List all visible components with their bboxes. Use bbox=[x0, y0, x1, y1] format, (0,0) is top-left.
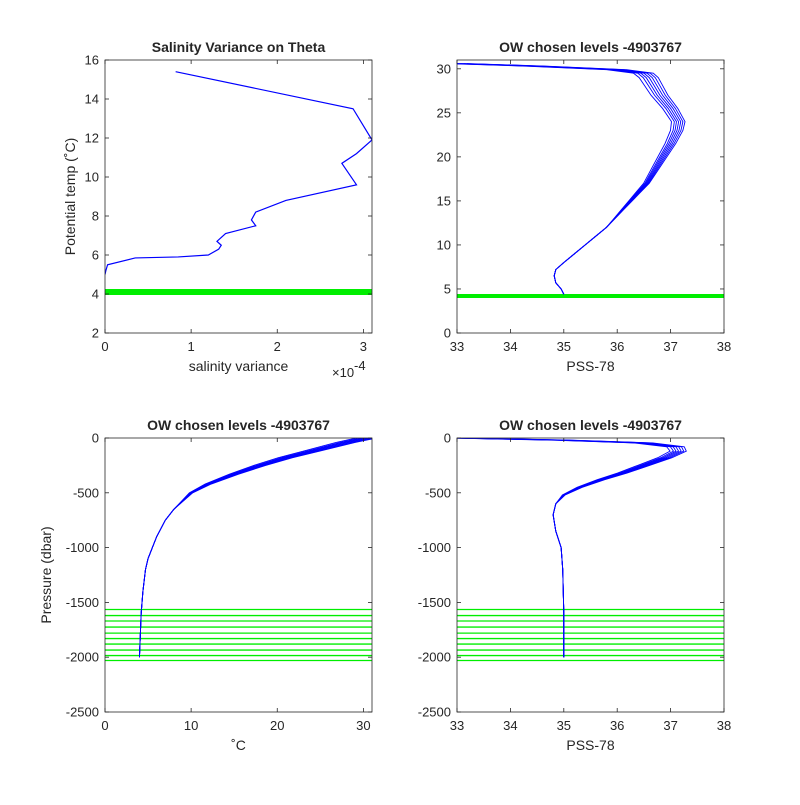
x-tick-label: 0 bbox=[101, 339, 108, 354]
y-tick-label: -2500 bbox=[418, 705, 451, 720]
x-tick-label: 10 bbox=[184, 718, 198, 733]
chart-panel-3: 0 10 20 30 0 -500 -1000 -1500 -2000 -2500 OW chose… bbox=[38, 417, 373, 753]
y-tick-label: 12 bbox=[85, 131, 99, 146]
y-tick-label: -2000 bbox=[66, 650, 99, 665]
y-tick-label: -500 bbox=[73, 485, 99, 500]
y-tick-label: 10 bbox=[85, 170, 99, 185]
y-tick-label: -2000 bbox=[418, 650, 451, 665]
chart-panel-4: 33 34 35 36 37 38 0 -500 -1000 -1500 -2000 -2500 OW … bbox=[418, 417, 731, 753]
x-exponent-value: -4 bbox=[354, 358, 366, 373]
y-tick-label: 20 bbox=[437, 149, 451, 164]
chart-title: OW chosen levels -4903767 bbox=[499, 417, 682, 433]
chart-panel-2: 33 34 35 36 37 38 0 5 10 15 20 25 30 OW chosen levels… bbox=[437, 39, 732, 374]
chart-title: Salinity Variance on Theta bbox=[152, 39, 326, 55]
y-tick-label: 16 bbox=[85, 53, 99, 68]
axes-box bbox=[456, 59, 725, 334]
y-tick-label: -1500 bbox=[66, 595, 99, 610]
x-tick-label: 38 bbox=[717, 339, 731, 354]
plot-area bbox=[105, 60, 372, 333]
x-tick-label: 35 bbox=[557, 718, 571, 733]
y-tick-label: 0 bbox=[92, 431, 99, 446]
y-tick-label: -500 bbox=[425, 485, 451, 500]
x-tick-label: 0 bbox=[101, 718, 108, 733]
y-tick-label: 15 bbox=[437, 193, 451, 208]
plot-content bbox=[457, 63, 724, 299]
plot-content bbox=[457, 438, 724, 662]
x-tick-label: 34 bbox=[503, 339, 517, 354]
y-tick-label: -1000 bbox=[66, 540, 99, 555]
x-tick-label: 37 bbox=[663, 718, 677, 733]
x-axis-label: salinity variance bbox=[189, 358, 289, 374]
y-tick-label: -1500 bbox=[418, 595, 451, 610]
axes-box bbox=[104, 437, 373, 713]
axes-box bbox=[456, 437, 725, 713]
y-tick-label: 8 bbox=[92, 209, 99, 224]
y-tick-label: 0 bbox=[444, 431, 451, 446]
y-axis-label: Potential temp (˚C) bbox=[62, 138, 78, 255]
x-tick-label: 36 bbox=[610, 718, 624, 733]
y-tick-label: 14 bbox=[85, 92, 99, 107]
variance-line bbox=[105, 71, 372, 275]
y-tick-label: 5 bbox=[444, 281, 451, 296]
x-tick-label: 36 bbox=[610, 339, 624, 354]
x-axis-label: PSS-78 bbox=[566, 737, 614, 753]
x-exponent-label: ×10 bbox=[332, 365, 354, 380]
y-tick-label: 4 bbox=[92, 287, 99, 302]
y-tick-label: 6 bbox=[92, 248, 99, 263]
y-axis-label: Pressure (dbar) bbox=[38, 526, 54, 623]
chart-title: OW chosen levels -4903767 bbox=[499, 39, 682, 55]
y-tick-label: 25 bbox=[437, 105, 451, 120]
x-tick-label: 3 bbox=[360, 339, 367, 354]
x-tick-label: 34 bbox=[503, 718, 517, 733]
x-tick-label: 1 bbox=[188, 339, 195, 354]
y-tick-label: -2500 bbox=[66, 705, 99, 720]
x-tick-label: 33 bbox=[450, 339, 464, 354]
plot-area bbox=[457, 60, 724, 333]
x-tick-label: 30 bbox=[356, 718, 370, 733]
x-tick-label: 33 bbox=[450, 718, 464, 733]
x-tick-label: 2 bbox=[274, 339, 281, 354]
x-axis-label: PSS-78 bbox=[566, 358, 614, 374]
x-axis-label: ˚C bbox=[231, 737, 246, 753]
plot-content bbox=[105, 71, 372, 296]
y-tick-label: -1000 bbox=[418, 540, 451, 555]
profile-line bbox=[139, 438, 372, 658]
x-tick-label: 35 bbox=[557, 339, 571, 354]
x-tick-label: 20 bbox=[270, 718, 284, 733]
y-tick-label: 2 bbox=[92, 326, 99, 341]
y-tick-label: 10 bbox=[437, 237, 451, 252]
plot-area bbox=[105, 438, 372, 712]
profile-line bbox=[466, 438, 687, 658]
x-tick-label: 37 bbox=[663, 339, 677, 354]
plot-area bbox=[457, 438, 724, 712]
plot-content bbox=[105, 438, 372, 662]
axes-box bbox=[104, 59, 373, 334]
y-tick-label: 0 bbox=[444, 326, 451, 341]
profile-line bbox=[466, 63, 686, 295]
x-tick-label: 38 bbox=[717, 718, 731, 733]
chart-title: OW chosen levels -4903767 bbox=[147, 417, 330, 433]
y-tick-label: 30 bbox=[437, 61, 451, 76]
